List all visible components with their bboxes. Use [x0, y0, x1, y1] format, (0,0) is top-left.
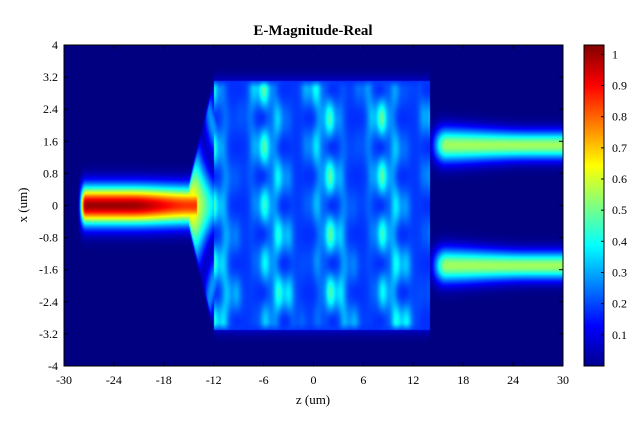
colorbar-axis: 0.1 0.2 0.3 0.4 0.5 0.6 0.7 0.8 0.9 1 — [601, 47, 627, 342]
y-tick-label: -4 — [48, 359, 58, 373]
x-tick-label: 24 — [507, 373, 519, 387]
plot-area — [64, 45, 563, 366]
colorbar-tick-label: 0.2 — [612, 297, 627, 311]
field-heatmap — [64, 45, 563, 366]
x-tick-label: -24 — [106, 373, 122, 387]
chart-title: E-Magnitude-Real — [253, 23, 372, 39]
x-tick-label: 0 — [311, 373, 317, 387]
y-tick-label: 0 — [52, 199, 58, 213]
colorbar-tick-label: 0.4 — [612, 234, 627, 248]
y-tick-label: 3.2 — [43, 70, 58, 84]
colorbar-tick-label: 0.9 — [612, 79, 627, 93]
y-axis: -4 -3.2 -2.4 -1.6 -0.8 0 0.8 1.6 2.4 3.2 4 — [39, 38, 563, 373]
y-tick-label: 4 — [52, 38, 58, 52]
colorbar-tick-label: 0.6 — [612, 172, 627, 186]
colorbar-tick-label: 0.1 — [612, 328, 627, 342]
colorbar-tick-label: 1 — [612, 47, 618, 61]
colorbar-tick-label: 0.7 — [612, 141, 627, 155]
x-tick-label: 6 — [360, 373, 366, 387]
x-tick-label: 18 — [457, 373, 469, 387]
x-tick-label: -12 — [206, 373, 222, 387]
colorbar-tick-label: 0.8 — [612, 110, 627, 124]
y-axis-label: x (um) — [15, 187, 30, 222]
x-tick-label: -6 — [259, 373, 269, 387]
x-axis: -30 -24 -18 -12 -6 0 6 12 18 24 30 — [56, 45, 569, 387]
colorbar-tick-label: 0.3 — [612, 266, 627, 280]
x-tick-label: -30 — [56, 373, 72, 387]
x-tick-label: -18 — [156, 373, 172, 387]
x-tick-label: 30 — [557, 373, 569, 387]
y-tick-label: 1.6 — [43, 134, 58, 148]
y-tick-label: -0.8 — [39, 231, 58, 245]
y-tick-label: 2.4 — [43, 102, 58, 116]
y-tick-label: 0.8 — [43, 166, 58, 180]
y-tick-label: -1.6 — [39, 263, 58, 277]
colorbar — [583, 44, 605, 367]
y-tick-label: -2.4 — [39, 295, 58, 309]
y-tick-label: -3.2 — [39, 327, 58, 341]
x-axis-label: z (um) — [296, 392, 330, 407]
x-tick-label: 12 — [407, 373, 419, 387]
colorbar-tick-label: 0.5 — [612, 203, 627, 217]
